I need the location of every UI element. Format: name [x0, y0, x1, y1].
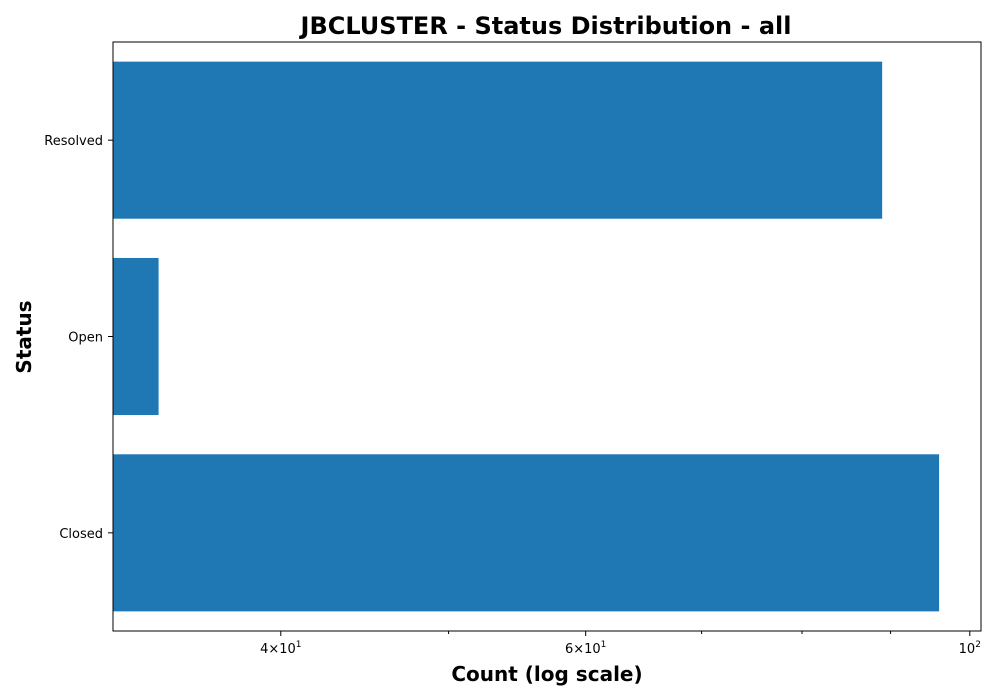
x-tick-label: 102 — [959, 640, 981, 657]
bars-group — [113, 61, 940, 612]
x-tick-label: 6×101 — [565, 640, 606, 657]
y-tick-label-resolved: Resolved — [44, 134, 103, 149]
y-axis-label: Status — [12, 300, 36, 373]
y-tick-label-open: Open — [68, 331, 103, 346]
x-tick-label: 4×101 — [260, 640, 301, 657]
y-axis-ticks: Resolved Open Closed — [44, 134, 113, 542]
y-tick-label-closed: Closed — [59, 527, 103, 542]
bar-closed — [113, 454, 940, 612]
bar-open — [113, 257, 159, 416]
x-axis-label: Count (log scale) — [451, 662, 642, 686]
bar-resolved — [113, 61, 883, 219]
x-axis-ticks: 4×101 6×101 102 — [260, 631, 981, 657]
chart-title: JBCLUSTER - Status Distribution - all — [299, 12, 792, 40]
